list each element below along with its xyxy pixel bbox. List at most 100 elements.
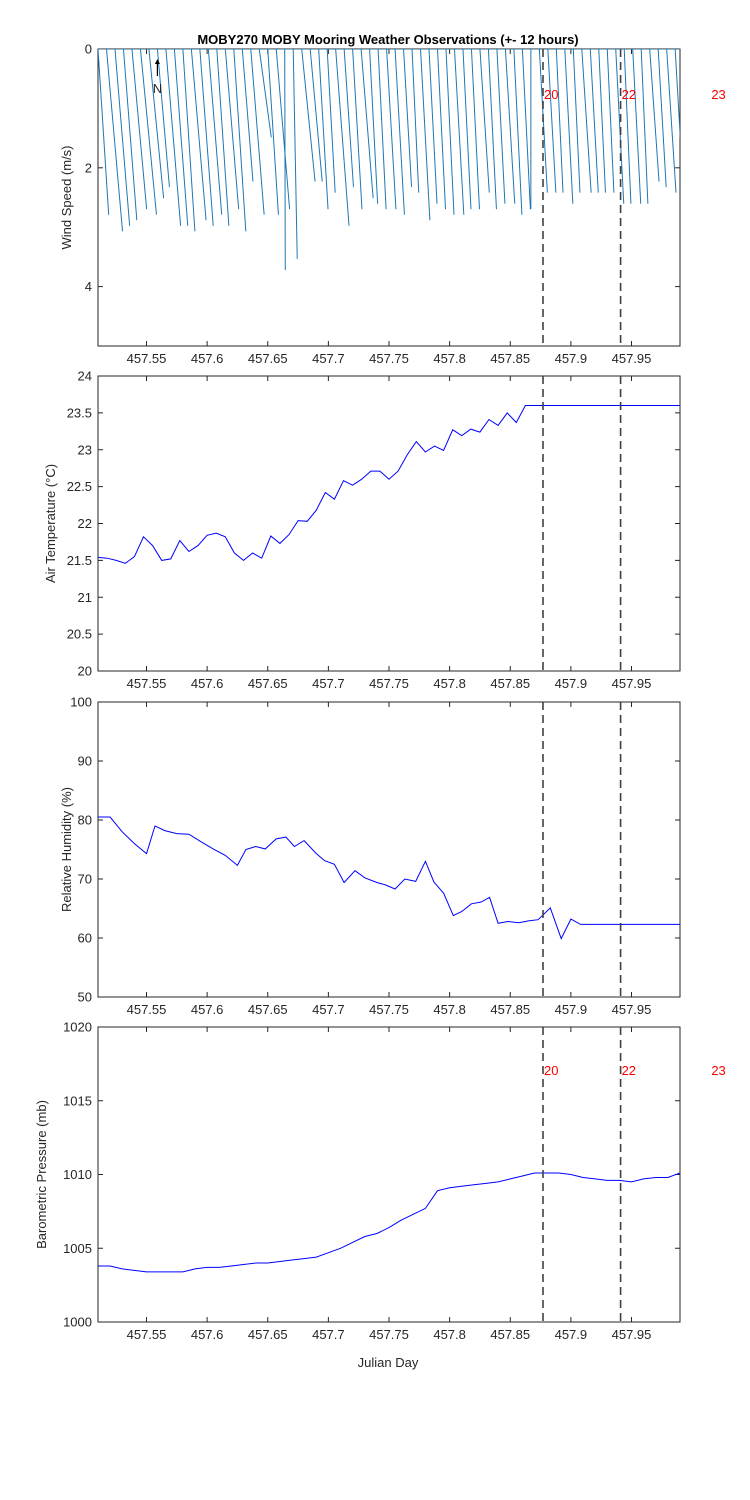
air-x-tick-label: 457.75 xyxy=(369,676,409,691)
humidity-x-tick-label: 457.85 xyxy=(490,1002,530,1017)
x-axis-label: Julian Day xyxy=(358,1355,419,1370)
pressure-x-tick-label: 457.95 xyxy=(612,1327,652,1342)
wind-stick xyxy=(335,49,350,226)
wind-stick xyxy=(513,49,523,215)
air-y-tick-label: 24 xyxy=(78,369,92,384)
pressure-x-tick-label: 457.8 xyxy=(433,1327,466,1342)
wind-time-marker-label: 20 xyxy=(544,87,558,102)
wind-stick xyxy=(301,49,316,182)
humidity-y-tick-label: 60 xyxy=(78,931,92,946)
wind-x-tick-label: 457.8 xyxy=(433,351,466,366)
air-x-tick-label: 457.85 xyxy=(490,676,530,691)
wind-stick xyxy=(453,49,465,215)
wind-stick xyxy=(173,49,189,226)
wind-x-tick-label: 457.95 xyxy=(612,351,652,366)
wind-stick xyxy=(572,49,581,193)
wind-stick xyxy=(657,49,667,188)
north-arrow-head-icon xyxy=(154,59,160,64)
air-x-tick-label: 457.6 xyxy=(191,676,224,691)
wind-stick xyxy=(504,49,516,204)
wind-x-tick-label: 457.7 xyxy=(312,351,345,366)
pressure-x-tick-label: 457.75 xyxy=(369,1327,409,1342)
wind-stick xyxy=(360,49,374,199)
pressure-y-tick-label: 1000 xyxy=(63,1315,92,1330)
wind-time-marker-label: 22 xyxy=(622,87,636,102)
air-x-tick-label: 457.65 xyxy=(248,676,288,691)
wind-stick xyxy=(233,49,247,232)
wind-y-axis-label: Wind Speed (m/s) xyxy=(59,145,74,249)
wind-stick xyxy=(250,49,265,215)
pressure-y-tick-label: 1010 xyxy=(63,1167,92,1182)
pressure-series-line xyxy=(98,1172,680,1273)
wind-stick xyxy=(394,49,405,215)
humidity-x-tick-label: 457.75 xyxy=(369,1002,409,1017)
wind-stick xyxy=(564,49,574,204)
humidity-series-line xyxy=(98,816,680,940)
pressure-time-marker-label: 22 xyxy=(622,1063,636,1078)
pressure-x-tick-label: 457.7 xyxy=(312,1327,345,1342)
wind-stick xyxy=(487,49,497,210)
wind-x-tick-label: 457.65 xyxy=(248,351,288,366)
wind-stick xyxy=(156,49,170,188)
wind-stick xyxy=(309,49,323,182)
wind-y-tick-label: 0 xyxy=(85,42,92,57)
air-y-tick-label: 22 xyxy=(78,516,92,531)
wind-stick xyxy=(207,49,223,215)
wind-stick xyxy=(606,49,615,193)
humidity-x-tick-label: 457.8 xyxy=(433,1002,466,1017)
humidity-y-tick-label: 100 xyxy=(70,695,92,710)
wind-stick xyxy=(521,49,531,210)
wind-stick xyxy=(386,49,397,210)
air-y-tick-label: 21 xyxy=(78,590,92,605)
wind-stick xyxy=(632,49,642,204)
wind-stick xyxy=(292,49,298,259)
wind-stick xyxy=(411,49,420,193)
wind-stick xyxy=(224,49,240,210)
wind-stick xyxy=(326,49,336,193)
air-x-tick-label: 457.95 xyxy=(612,676,652,691)
wind-stick xyxy=(598,49,606,193)
wind-stick xyxy=(615,49,625,204)
wind-stick xyxy=(165,49,182,226)
air-x-tick-label: 457.8 xyxy=(433,676,466,691)
humidity-y-tick-label: 90 xyxy=(78,754,92,769)
wind-stick xyxy=(216,49,230,226)
wind-stick xyxy=(131,49,148,210)
wind-x-tick-label: 457.85 xyxy=(490,351,530,366)
wind-stick xyxy=(98,49,110,215)
pressure-axes-box xyxy=(97,1026,681,1323)
wind-stick xyxy=(428,49,438,204)
wind-stick xyxy=(403,49,413,188)
air-x-tick-label: 457.55 xyxy=(127,676,167,691)
pressure-x-tick-label: 457.9 xyxy=(555,1327,588,1342)
humidity-x-tick-label: 457.65 xyxy=(248,1002,288,1017)
wind-stick xyxy=(377,49,387,210)
pressure-x-tick-label: 457.6 xyxy=(191,1327,224,1342)
wind-stick xyxy=(199,49,214,226)
wind-stick xyxy=(275,49,291,210)
air-axes-box xyxy=(97,375,681,672)
humidity-x-tick-label: 457.7 xyxy=(312,1002,345,1017)
wind-stick xyxy=(555,49,564,193)
pressure-time-marker-label: 23 xyxy=(711,1063,725,1078)
wind-stick xyxy=(182,49,196,232)
air-plot-area xyxy=(98,405,680,564)
wind-stick xyxy=(589,49,599,193)
wind-stick xyxy=(139,49,157,215)
wind-stick xyxy=(258,49,272,138)
pressure-plot-area xyxy=(98,1172,680,1273)
wind-stick xyxy=(649,49,660,182)
wind-stick xyxy=(470,49,480,210)
humidity-x-tick-label: 457.95 xyxy=(612,1002,652,1017)
wind-stick xyxy=(674,49,680,142)
air-y-tick-label: 21.5 xyxy=(67,553,92,568)
wind-x-tick-label: 457.6 xyxy=(191,351,224,366)
wind-stick xyxy=(420,49,431,221)
wind-stick xyxy=(369,49,379,204)
wind-plot-area xyxy=(98,49,680,270)
humidity-y-tick-label: 80 xyxy=(78,813,92,828)
pressure-x-tick-label: 457.85 xyxy=(490,1327,530,1342)
wind-x-tick-label: 457.75 xyxy=(369,351,409,366)
pressure-time-marker-label: 20 xyxy=(544,1063,558,1078)
